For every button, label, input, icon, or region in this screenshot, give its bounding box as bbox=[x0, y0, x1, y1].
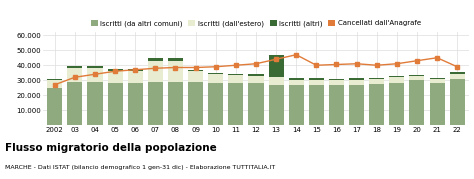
Bar bbox=[349, 78, 364, 79]
Bar bbox=[228, 83, 243, 125]
Bar bbox=[87, 68, 102, 82]
Bar bbox=[289, 79, 304, 85]
Bar bbox=[309, 79, 324, 85]
Bar bbox=[168, 82, 183, 125]
Bar bbox=[349, 85, 364, 125]
Bar bbox=[108, 71, 123, 83]
Bar bbox=[168, 61, 183, 82]
Bar bbox=[309, 85, 324, 125]
Bar bbox=[269, 55, 283, 77]
Bar bbox=[148, 82, 163, 125]
Text: MARCHE - Dati ISTAT (bilancio demografico 1 gen-31 dic) - Elaborazione TUTTITALI: MARCHE - Dati ISTAT (bilancio demografic… bbox=[5, 165, 275, 170]
Bar bbox=[208, 73, 223, 74]
Bar bbox=[269, 77, 283, 85]
Bar bbox=[309, 78, 324, 79]
Bar bbox=[47, 79, 62, 80]
Bar bbox=[188, 82, 203, 125]
Bar bbox=[47, 80, 62, 88]
Bar bbox=[369, 84, 384, 125]
Bar bbox=[269, 85, 283, 125]
Bar bbox=[289, 78, 304, 79]
Bar bbox=[87, 66, 102, 68]
Bar bbox=[248, 83, 264, 125]
Bar bbox=[208, 83, 223, 125]
Bar bbox=[228, 75, 243, 83]
Bar bbox=[228, 74, 243, 75]
Bar bbox=[148, 61, 163, 82]
Bar bbox=[128, 69, 143, 71]
Bar bbox=[128, 71, 143, 83]
Bar bbox=[67, 67, 82, 82]
Bar bbox=[450, 74, 465, 79]
Bar bbox=[47, 88, 62, 125]
Bar bbox=[429, 78, 445, 79]
Bar bbox=[410, 80, 425, 125]
Bar bbox=[108, 69, 123, 71]
Bar bbox=[87, 82, 102, 125]
Bar bbox=[429, 79, 445, 83]
Bar bbox=[329, 85, 344, 125]
Bar bbox=[148, 58, 163, 61]
Bar bbox=[329, 79, 344, 85]
Bar bbox=[188, 71, 203, 82]
Bar bbox=[369, 79, 384, 84]
Text: Flusso migratorio della popolazione: Flusso migratorio della popolazione bbox=[5, 143, 217, 153]
Bar bbox=[389, 77, 404, 83]
Bar bbox=[67, 82, 82, 125]
Bar bbox=[208, 74, 223, 83]
Bar bbox=[188, 70, 203, 71]
Bar bbox=[450, 79, 465, 125]
Bar bbox=[128, 83, 143, 125]
Bar bbox=[429, 83, 445, 125]
Bar bbox=[450, 72, 465, 74]
Bar bbox=[108, 83, 123, 125]
Bar bbox=[289, 85, 304, 125]
Bar bbox=[248, 76, 264, 83]
Bar bbox=[389, 76, 404, 77]
Bar bbox=[168, 58, 183, 61]
Bar bbox=[349, 79, 364, 85]
Bar bbox=[410, 75, 425, 76]
Legend: Iscritti (da altri comuni), Iscritti (dall'estero), Iscritti (altri), Cancellati: Iscritti (da altri comuni), Iscritti (da… bbox=[91, 20, 421, 27]
Bar bbox=[369, 78, 384, 79]
Bar bbox=[410, 76, 425, 80]
Bar bbox=[67, 66, 82, 67]
Bar bbox=[389, 83, 404, 125]
Bar bbox=[248, 74, 264, 76]
